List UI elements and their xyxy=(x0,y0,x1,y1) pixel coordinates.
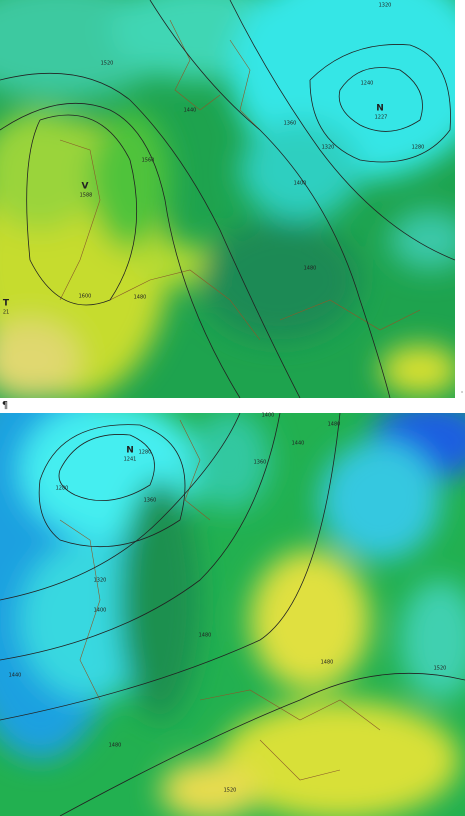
map-top xyxy=(0,0,455,398)
contour-label: 1480 xyxy=(304,266,317,272)
contour-line xyxy=(0,413,241,601)
labels: V1588N1227T21132012401280132013601400144… xyxy=(3,3,447,794)
contour-label: 1440 xyxy=(184,108,197,114)
contour-label: 1360 xyxy=(144,498,157,504)
contour-label: 1400 xyxy=(94,608,107,614)
contour-label: 1241 xyxy=(124,457,137,463)
contour-label: 1227 xyxy=(375,115,388,121)
contour-label: 1520 xyxy=(434,666,447,672)
contour-label: 1280 xyxy=(56,486,69,492)
contour-label: 1440 xyxy=(9,673,22,679)
contour-line xyxy=(59,672,465,816)
contour-label: 1400 xyxy=(294,181,307,187)
contour-label: 1320 xyxy=(379,3,392,9)
contour-label: 1280 xyxy=(412,145,425,151)
contour-line xyxy=(229,0,455,261)
contour-label: 1320 xyxy=(94,578,107,584)
contour-line xyxy=(0,72,301,398)
contour-line xyxy=(26,114,138,306)
contour-label: 1440 xyxy=(292,441,305,447)
contour-label: 1240 xyxy=(361,81,374,87)
coastline xyxy=(59,19,421,341)
color-field xyxy=(0,413,465,816)
contour-label: 1588 xyxy=(80,193,93,199)
contour-label: 1480 xyxy=(199,633,212,639)
dot: . xyxy=(461,386,464,395)
contour-label: 1360 xyxy=(254,460,267,466)
contour-line xyxy=(309,44,451,163)
coastline xyxy=(59,419,381,781)
contour-label: 1320 xyxy=(322,145,335,151)
contour-label: 1280 xyxy=(139,450,152,456)
pressure-center-label: T xyxy=(3,299,10,309)
contour-line xyxy=(0,413,341,721)
pressure-center-label: N xyxy=(376,104,384,114)
contour-label: 1400 xyxy=(262,413,275,419)
contour-line xyxy=(58,434,155,501)
contour-label: 21 xyxy=(3,310,9,316)
contour-label: 1600 xyxy=(79,294,92,300)
contour-label: 1480 xyxy=(134,295,147,301)
contour-label: 1360 xyxy=(284,121,297,127)
contour-line xyxy=(149,0,391,398)
color-field xyxy=(0,0,455,398)
contour-label: 1520 xyxy=(224,788,237,794)
contour-line xyxy=(0,102,241,398)
contour-label: 1480 xyxy=(109,743,122,749)
contour-label: 1520 xyxy=(101,61,114,67)
contour-line xyxy=(0,413,281,661)
pressure-center-label: N xyxy=(126,446,134,456)
contour-label: 1480 xyxy=(321,660,334,666)
contour-label: 1560 xyxy=(142,158,155,164)
contour-label: 1480 xyxy=(328,422,341,428)
pressure-center-label: V xyxy=(82,182,89,192)
contour-line xyxy=(338,67,423,132)
map-bottom xyxy=(0,413,465,816)
pilcrow: ¶ xyxy=(2,400,8,411)
contour-line xyxy=(38,424,186,548)
